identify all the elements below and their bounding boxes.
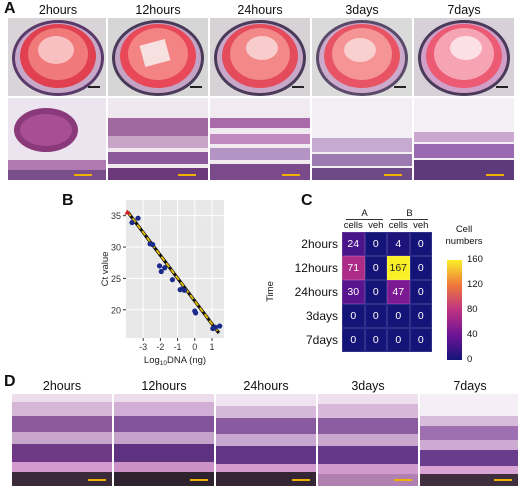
heatmap-cell: 0 xyxy=(364,328,387,352)
heatmap-cell: 0 xyxy=(387,328,410,352)
timepoint-label-d-12hours: 12hours xyxy=(141,379,187,393)
x-tick-label: -2 xyxy=(156,342,164,352)
timepoint-label-d-3days: 3days xyxy=(351,379,385,393)
outlier-point xyxy=(124,209,131,215)
y-axis-label: Ct value xyxy=(100,252,111,287)
heatmap-column-label: veh xyxy=(413,220,429,231)
panel-label-b: B xyxy=(62,192,74,209)
heatmap-column-label: veh xyxy=(368,220,384,231)
heatmap-row-label: 2hours xyxy=(301,237,338,251)
heatmap-cell: 0 xyxy=(387,304,410,328)
y-tick-label: 35 xyxy=(111,211,121,221)
data-point xyxy=(193,310,199,316)
histology-a-3days xyxy=(312,98,412,180)
colorbar-title-line1: Cell xyxy=(455,224,473,235)
data-point xyxy=(217,323,223,329)
histology-a-12hours xyxy=(108,98,208,180)
plot-background xyxy=(126,200,224,338)
colorbar-tick-label: 0 xyxy=(467,354,473,365)
qpcr-standard-curve-chart: 20 25 30 35 -3 -2 -1 0 1 Ct value Log10DNA (ng) xyxy=(100,200,224,367)
y-tick-label: 30 xyxy=(111,243,121,253)
heatmap-cell: 30 xyxy=(342,280,365,304)
heatmap-cell: 71 xyxy=(342,256,365,280)
eye-photo-2hours xyxy=(8,18,106,96)
heatmap-group-label: A xyxy=(361,208,368,219)
histology-a-2hours xyxy=(8,98,106,180)
eye-photo-12hours xyxy=(108,18,208,96)
heatmap-y-axis-label: Time xyxy=(264,281,276,302)
colorbar-tick-label: 160 xyxy=(467,254,483,265)
eye-photo-3days xyxy=(312,18,412,96)
colorbar-tick-label: 120 xyxy=(467,279,483,290)
heatmap-row-label: 7days xyxy=(305,333,338,347)
timepoint-label-d-7days: 7days xyxy=(453,379,487,393)
colorbar-title-line2: numbers xyxy=(445,236,483,247)
heatmap-group-bracket xyxy=(346,219,383,220)
data-point xyxy=(150,241,156,248)
panel-label-c: C xyxy=(301,192,313,209)
heatmap-cell: 0 xyxy=(342,304,365,328)
histology-a-24hours xyxy=(210,98,310,180)
histology-d-12hours xyxy=(114,394,214,486)
timepoint-label-24hours: 24hours xyxy=(237,3,283,17)
heatmap-group-label: B xyxy=(406,208,413,219)
colorbar-gradient xyxy=(447,260,462,360)
data-point xyxy=(181,287,188,293)
x-tick-label: 0 xyxy=(192,342,197,352)
heatmap-row-label: 3days xyxy=(305,309,338,323)
data-point xyxy=(169,277,176,283)
heatmap-cell: 4 xyxy=(387,232,410,256)
fit-line xyxy=(127,211,220,334)
heatmap-cell: 24 xyxy=(342,232,365,256)
heatmap-row-label: 12hours xyxy=(294,261,338,275)
heatmap-cell: 0 xyxy=(409,232,432,256)
timepoint-label-7days: 7days xyxy=(447,3,481,17)
panel-label-d: D xyxy=(4,373,16,390)
heatmap-cell: 0 xyxy=(364,232,387,256)
heatmap-column-label: cells xyxy=(388,220,408,231)
colorbar-tick-label: 40 xyxy=(467,329,478,340)
timepoint-label-3days: 3days xyxy=(345,3,379,17)
timepoint-label-d-2hours: 2hours xyxy=(42,379,82,393)
histology-d-24hours xyxy=(216,394,316,486)
heatmap-cell: 0 xyxy=(409,304,432,328)
x-tick-label: -1 xyxy=(174,342,182,352)
timepoint-label-d-24hours: 24hours xyxy=(243,379,289,393)
data-point xyxy=(156,263,163,269)
histology-d-7days xyxy=(420,394,518,486)
x-tick-label: 1 xyxy=(209,342,214,352)
heatmap-cell: 0 xyxy=(364,280,387,304)
heatmap-cell: 0 xyxy=(364,256,387,280)
y-tick-label: 25 xyxy=(111,274,121,284)
histology-a-7days xyxy=(414,98,514,180)
x-axis-label: Log10DNA (ng) xyxy=(144,355,206,367)
eye-photo-24hours xyxy=(210,18,310,96)
timepoint-label-12hours: 12hours xyxy=(135,3,181,17)
heatmap-column-label: cells xyxy=(343,220,363,231)
colorbar-tick-label: 80 xyxy=(467,304,478,315)
heatmap-cell: 0 xyxy=(409,328,432,352)
x-tick-label: -3 xyxy=(139,342,147,352)
heatmap-group-bracket xyxy=(391,219,428,220)
heatmap-cell: 0 xyxy=(409,280,432,304)
heatmap-row-label: 24hours xyxy=(294,285,338,299)
data-point xyxy=(158,268,164,275)
data-point xyxy=(129,219,135,226)
heatmap-cell: 47 xyxy=(387,280,410,304)
eye-photo-7days xyxy=(414,18,514,96)
data-point xyxy=(162,265,168,271)
heatmap-cell: 167 xyxy=(387,256,410,280)
heatmap-cell: 0 xyxy=(342,328,365,352)
data-point xyxy=(212,324,219,330)
heatmap-cell: 0 xyxy=(409,256,432,280)
y-tick-label: 20 xyxy=(111,305,121,315)
data-point xyxy=(135,215,141,221)
panel-label-a: A xyxy=(4,0,16,17)
timepoint-label-2hours: 2hours xyxy=(38,3,78,17)
histology-d-3days xyxy=(318,394,418,486)
heatmap-cell: 0 xyxy=(364,304,387,328)
histology-d-2hours xyxy=(12,394,112,486)
